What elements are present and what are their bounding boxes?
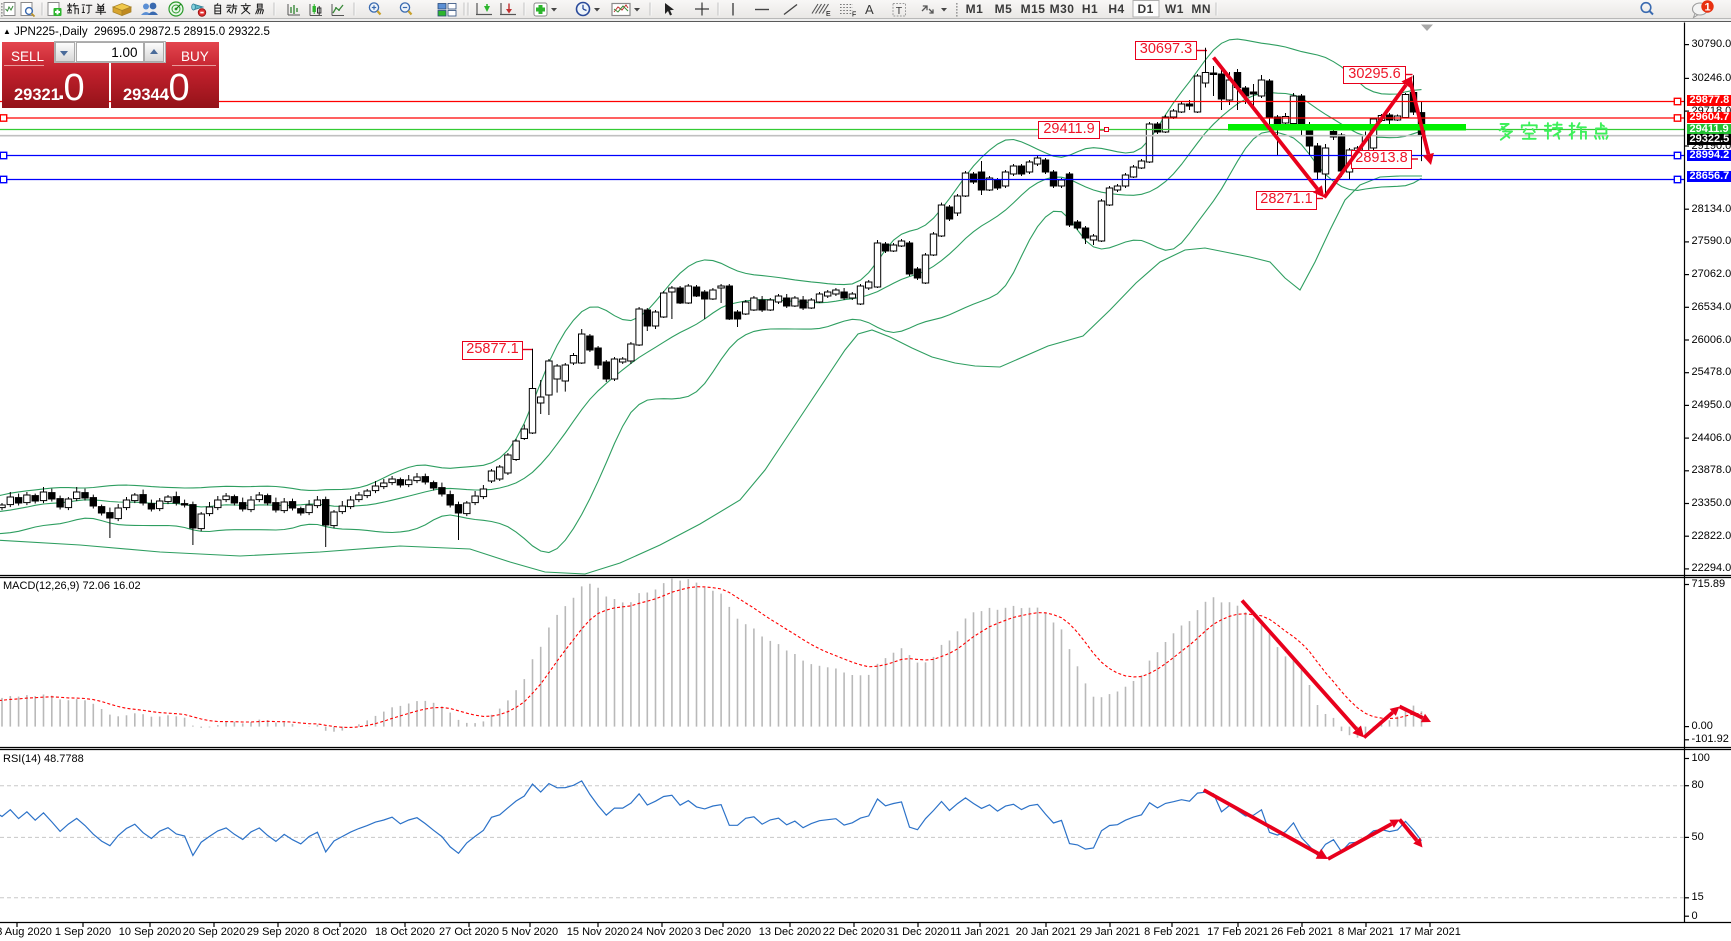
svg-text:H4: H4 (1108, 2, 1124, 16)
svg-text:M5: M5 (995, 2, 1013, 16)
svg-text:T: T (896, 5, 903, 17)
svg-text:1: 1 (1704, 2, 1710, 14)
svg-text:F: F (852, 12, 856, 19)
svg-text:M30: M30 (1050, 2, 1075, 16)
svg-text:E: E (826, 11, 831, 18)
svg-text:W1: W1 (1165, 2, 1184, 16)
svg-text:A: A (865, 2, 874, 17)
svg-text:M15: M15 (1021, 2, 1046, 16)
svg-text:H1: H1 (1082, 2, 1098, 16)
svg-text:MN: MN (1191, 2, 1211, 16)
svg-text:D1: D1 (1138, 2, 1154, 16)
svg-text:M1: M1 (966, 2, 984, 16)
